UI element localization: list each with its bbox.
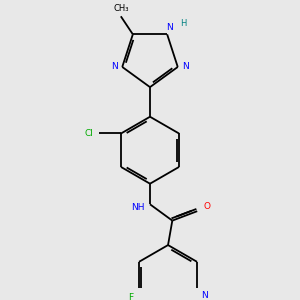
- Text: H: H: [180, 19, 187, 28]
- Text: N: N: [111, 62, 118, 71]
- Text: N: N: [182, 62, 189, 71]
- Text: F: F: [128, 293, 133, 300]
- Text: N: N: [166, 22, 173, 32]
- Text: NH: NH: [131, 203, 145, 212]
- Text: N: N: [201, 291, 208, 300]
- Text: CH₃: CH₃: [113, 4, 129, 13]
- Text: O: O: [203, 202, 210, 211]
- Text: Cl: Cl: [84, 129, 93, 138]
